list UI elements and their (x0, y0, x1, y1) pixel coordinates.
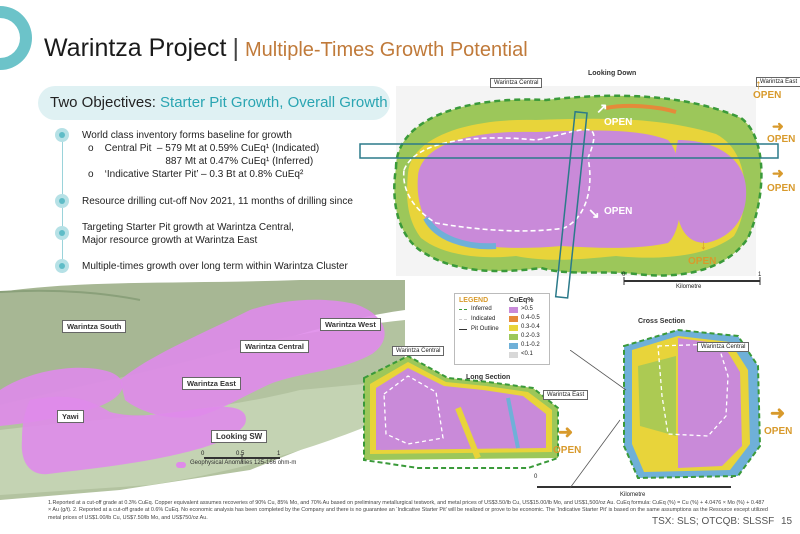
footnotes: 1.Reported at a cut-off grade at 0.3% Cu… (48, 500, 768, 521)
bullet-line: 887 Mt at 0.47% CuEq¹ (Inferred) (82, 156, 314, 167)
objectives-text: Two Objectives: Starter Pit Growth, Over… (50, 94, 388, 111)
grade-label: >0.5 (521, 306, 533, 312)
bullet-item: Multiple-times growth over long term wit… (82, 260, 348, 273)
arrow-right-icon: ➜ (772, 165, 784, 181)
plan-scale-1: 1 (758, 272, 762, 278)
title-main: Warintza Project (44, 34, 227, 62)
legend-title: LEGEND (459, 297, 489, 304)
page-title: Warintza Project | Multiple-Times Growth P… (44, 34, 528, 63)
cross-label-central: Warintza Central (697, 342, 750, 352)
topographic-map (0, 280, 405, 500)
plan-label-east: Warintza East (756, 77, 800, 87)
topo-label-warintza-east: Warintza East (182, 377, 241, 390)
topo-scale-1: 1 (277, 451, 281, 457)
title-subtitle: Multiple-Times Growth Potential (244, 39, 528, 61)
plan-view-map (359, 86, 779, 299)
arrow-down-icon: ↓ (700, 236, 707, 252)
plan-label-central: Warintza Central (490, 78, 543, 88)
open-label-east-2: OPEN (767, 183, 796, 194)
grade-label: <0.1 (521, 351, 533, 357)
grade-label: 0.2-0.3 (521, 333, 540, 339)
bullet-dot (55, 128, 69, 142)
arrow-upright-icon: ↗ (596, 100, 608, 116)
long-label-central: Warintza Central (392, 346, 445, 356)
bullet-line: World class inventory forms baseline for… (82, 130, 292, 141)
cross-section-graphic (623, 328, 762, 480)
bullet-item: World class inventory forms baseline for… (82, 129, 319, 181)
topo-scale-mid: 0.5 (236, 451, 245, 457)
grade-swatch (509, 325, 518, 331)
grade-swatch (509, 316, 518, 322)
open-label-long: OPEN (553, 445, 582, 456)
bullet-line: o Central Pit – 579 Mt at 0.59% CuEq¹ (I… (88, 143, 320, 154)
grade-label: 0.1-0.2 (521, 342, 540, 348)
long-section-graphic (363, 354, 559, 469)
section-scale-bar (537, 486, 731, 488)
arrow-up-icon: ↑ (755, 76, 762, 92)
open-label-inner-south: OPEN (604, 206, 633, 217)
pit-outline-line-icon (459, 329, 467, 332)
objectives-prefix: Two Objectives: (50, 94, 161, 111)
grade-label: 0.3-0.4 (521, 324, 540, 330)
long-label-east: Warintza East (543, 390, 589, 400)
topo-direction: Looking SW (211, 430, 268, 443)
grade-label: 0.4-0.5 (521, 315, 540, 321)
arrow-right-icon: ➜ (558, 422, 574, 442)
section-scale-unit: Kilometre (620, 492, 646, 498)
legend-cueq-title: CuEq% (509, 297, 534, 304)
inferred-line-icon (459, 309, 467, 312)
plan-scale-0: 0 (622, 272, 626, 278)
brand-arc-graphic (0, 6, 32, 70)
plan-view-title: Looking Down (588, 70, 637, 77)
topo-label-warintza-central: Warintza Central (240, 340, 309, 353)
legend-item-inferred: Inferred (471, 306, 492, 312)
arrow-downright-icon: ↘ (588, 205, 600, 221)
map-legend: LEGEND CuEq% Inferred Indicated Pit Outl… (454, 293, 550, 365)
objectives-highlight: Starter Pit Growth, Overall Growth (160, 94, 388, 111)
arrow-right-icon: ➜ (770, 403, 786, 423)
grade-swatch (509, 334, 518, 340)
long-section-title: Long Section (466, 374, 511, 381)
page-number: 15 (781, 516, 793, 527)
title-separator: | (232, 34, 239, 62)
legend-item-pit-outline: Pit Outline (471, 326, 499, 332)
grade-swatch (509, 343, 518, 349)
bullet-line: o ‘Indicative Starter Pit’ – 0.3 Bt at 0… (88, 169, 304, 180)
topo-label-warintza-south: Warintza South (62, 320, 127, 333)
section-connector-lines (570, 350, 627, 489)
topo-scale-0: 0 (201, 451, 205, 457)
bullet-dot (55, 259, 69, 273)
indicated-line-icon (459, 319, 467, 322)
open-label-east-1: OPEN (767, 134, 796, 145)
bullet-dot (55, 226, 69, 240)
grade-swatch (509, 352, 518, 358)
anomaly-swatch (176, 462, 186, 468)
cross-section-title: Cross Section (638, 318, 686, 325)
objectives-banner (38, 86, 390, 120)
section-scale-0: 0 (534, 474, 538, 480)
open-label-inner-north: OPEN (604, 117, 633, 128)
open-label-north: OPEN (753, 90, 782, 101)
bullet-line: Multiple-times growth over long term wit… (82, 261, 348, 272)
bullet-line: Major resource growth at Warintza East (82, 235, 258, 246)
bullet-item: Targeting Starter Pit growth at Warintza… (82, 221, 294, 247)
open-label-south: OPEN (688, 256, 717, 267)
open-label-cross: OPEN (764, 426, 793, 437)
arrow-right-icon: ➜ (772, 118, 784, 134)
topo-label-warintza-west: Warintza West (320, 318, 381, 331)
bullet-dot (55, 194, 69, 208)
plan-scale-unit: Kilometre (676, 284, 702, 290)
legend-item-indicated: Indicated (471, 316, 496, 322)
topo-label-yawi: Yawi (57, 410, 84, 423)
anomaly-note: Geophysical Anomalies 125-166 ohm-m (190, 460, 297, 466)
ticker-symbols: TSX: SLS; OTCQB: SLSSF (652, 516, 775, 527)
bullet-item: Resource drilling cut-off Nov 2021, 11 m… (82, 195, 353, 208)
bullet-line: Resource drilling cut-off Nov 2021, 11 m… (82, 196, 353, 207)
bullet-line: Targeting Starter Pit growth at Warintza… (82, 222, 294, 233)
grade-swatch (509, 307, 518, 313)
